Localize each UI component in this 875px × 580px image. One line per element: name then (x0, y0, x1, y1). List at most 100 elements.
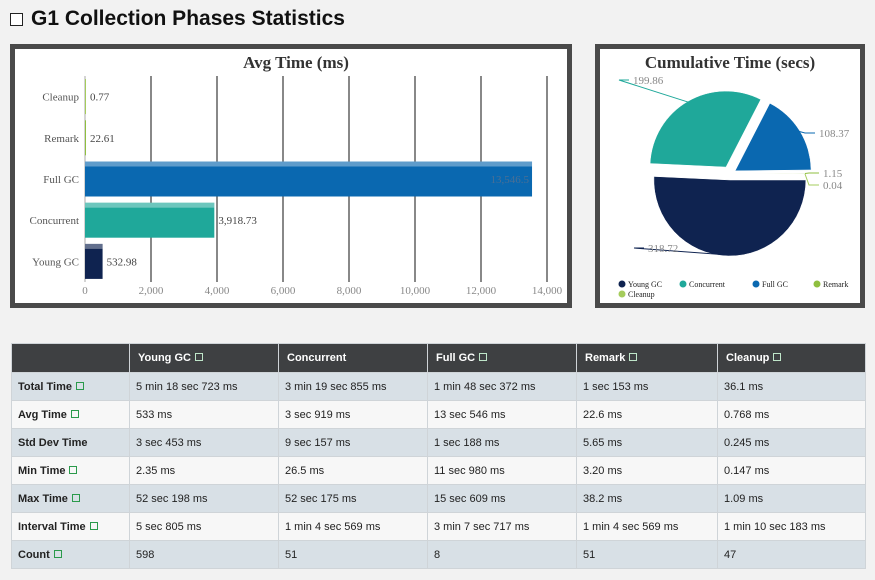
legend-item-cleanup[interactable]: Cleanup (628, 290, 655, 299)
table-cell: 38.2 ms (576, 484, 718, 513)
sort-icon[interactable] (194, 353, 203, 362)
table-cell: 36.1 ms (717, 372, 866, 401)
table-cell: 22.6 ms (576, 400, 718, 429)
bar-cleanup[interactable] (85, 79, 86, 115)
bar-value-label: 532.98 (107, 256, 138, 268)
table-cell: 51 (278, 540, 428, 569)
pie-value-label: 1.15 (823, 168, 843, 180)
column-header-label: Full GC (436, 352, 476, 364)
x-tick-label: 6,000 (271, 285, 296, 297)
sort-icon[interactable] (69, 465, 78, 474)
x-tick-label: 4,000 (205, 285, 230, 297)
sort-icon[interactable] (53, 549, 62, 558)
sort-icon[interactable] (76, 381, 84, 390)
table-cell: 3 sec 919 ms (278, 400, 428, 429)
column-header-label: Young GC (138, 352, 191, 364)
column-header-remark[interactable]: Remark (576, 343, 718, 373)
legend-item-remark[interactable]: Remark (823, 280, 848, 289)
row-label-text: Std Dev Time (18, 436, 88, 449)
table-cell: 0.147 ms (717, 456, 866, 485)
cumulative-chart-title: Cumulative Time (secs) (645, 53, 815, 72)
legend-item-young-gc[interactable]: Young GC (628, 280, 662, 289)
sort-icon[interactable] (70, 409, 79, 418)
table-row: Total Time 5 min 18 sec 723 ms 3 min 19 se… (11, 372, 866, 401)
pie-leader-line (633, 247, 729, 256)
legend-item-full-gc[interactable]: Full GC (762, 280, 788, 289)
sort-icon[interactable] (629, 353, 638, 362)
table-cell: 1 min 48 sec 372 ms (427, 372, 577, 401)
table-cell: 11 sec 980 ms (427, 456, 577, 485)
page-header: G1 Collection Phases Statistics (10, 6, 345, 32)
avg-time-panel: Avg Time (ms) 0 2,000 4,000 6,000 8,000 10,00… (10, 44, 572, 308)
bar-value-label: 13,546.5 (491, 174, 530, 186)
row-label-interval-time[interactable]: Interval Time (11, 512, 130, 541)
row-label-std-dev-time: Std Dev Time (11, 428, 130, 457)
table-cell: 1 sec 153 ms (576, 372, 718, 401)
column-header-young-gc[interactable]: Young GC (129, 343, 279, 373)
column-header-full-gc[interactable]: Full GC (427, 343, 577, 373)
bar-full-gc[interactable] (85, 161, 533, 197)
bar-highlight (85, 243, 103, 249)
checkbox-icon[interactable] (10, 12, 23, 26)
pie-slice-concurrent[interactable] (649, 90, 762, 168)
column-header-label: Concurrent (287, 352, 347, 364)
header-corner (11, 343, 130, 373)
table-cell: 2.35 ms (129, 456, 279, 485)
pie-leader-line (804, 172, 819, 175)
table-row: Count 598 51 8 51 47 (11, 540, 866, 569)
row-label-total-time[interactable]: Total Time (11, 372, 130, 401)
table-cell: 3 min 7 sec 717 ms (427, 512, 577, 541)
table-cell: 1.09 ms (717, 484, 866, 513)
pie-slice-young-gc[interactable] (653, 176, 807, 257)
phase-statistics-table: Young GC Concurrent Full GC Remark Cleanup T… (11, 343, 866, 569)
row-label-count[interactable]: Count (11, 540, 130, 569)
pie-slice-full-gc[interactable] (734, 102, 812, 172)
bar-young-gc[interactable] (85, 243, 103, 279)
x-tick-label: 12,000 (466, 285, 497, 297)
sort-icon[interactable] (89, 521, 98, 530)
y-category-label: Full GC (43, 174, 79, 186)
table-cell: 9 sec 157 ms (278, 428, 428, 457)
pie-leader-line (804, 173, 819, 186)
table-cell: 1 min 4 sec 569 ms (576, 512, 718, 541)
row-label-text: Max Time (18, 492, 68, 505)
column-header-label: Remark (585, 352, 626, 364)
table-cell: 15 sec 609 ms (427, 484, 577, 513)
table-row: Max Time 52 sec 198 ms 52 sec 175 ms 15 sec… (11, 484, 866, 513)
table-cell: 0.245 ms (717, 428, 866, 457)
row-label-text: Count (18, 548, 50, 561)
x-tick-label: 8,000 (337, 285, 362, 297)
table-cell: 5.65 ms (576, 428, 718, 457)
table-cell: 1 min 10 sec 183 ms (717, 512, 866, 541)
cumulative-time-panel: Cumulative Time (secs) 318.72 199.86 108.3… (595, 44, 865, 308)
row-label-max-time[interactable]: Max Time (11, 484, 130, 513)
sort-icon[interactable] (479, 353, 488, 362)
table-cell: 533 ms (129, 400, 279, 429)
legend-swatch (813, 280, 821, 288)
y-category-label: Remark (44, 133, 79, 145)
sort-icon[interactable] (71, 493, 80, 502)
table-cell: 8 (427, 540, 577, 569)
legend-swatch (618, 280, 626, 288)
pie-value-label: 0.04 (823, 180, 843, 192)
avg-time-chart: Avg Time (ms) 0 2,000 4,000 6,000 8,000 10,00… (30, 53, 563, 297)
table-cell: 0.768 ms (717, 400, 866, 429)
avg-chart-title: Avg Time (ms) (243, 53, 349, 72)
table-row: Interval Time 5 sec 805 ms 1 min 4 sec 569… (11, 512, 866, 541)
row-label-min-time[interactable]: Min Time (11, 456, 130, 485)
x-tick-label: 14,000 (532, 285, 563, 297)
legend-swatch (618, 290, 626, 298)
page-title: G1 Collection Phases Statistics (31, 7, 345, 30)
column-header-cleanup[interactable]: Cleanup (717, 343, 866, 373)
legend-item-concurrent[interactable]: Concurrent (689, 280, 726, 289)
row-label-avg-time[interactable]: Avg Time (11, 400, 130, 429)
sort-icon[interactable] (773, 353, 782, 362)
cumulative-time-chart: Cumulative Time (secs) 318.72 199.86 108.3… (618, 53, 850, 299)
y-category-label: Concurrent (30, 215, 79, 227)
y-category-label: Cleanup (42, 92, 79, 104)
table-cell: 5 sec 805 ms (129, 512, 279, 541)
table-cell: 47 (717, 540, 866, 569)
bar-remark[interactable] (85, 120, 86, 156)
bar-concurrent[interactable] (85, 202, 215, 238)
bar-highlight (85, 161, 533, 167)
